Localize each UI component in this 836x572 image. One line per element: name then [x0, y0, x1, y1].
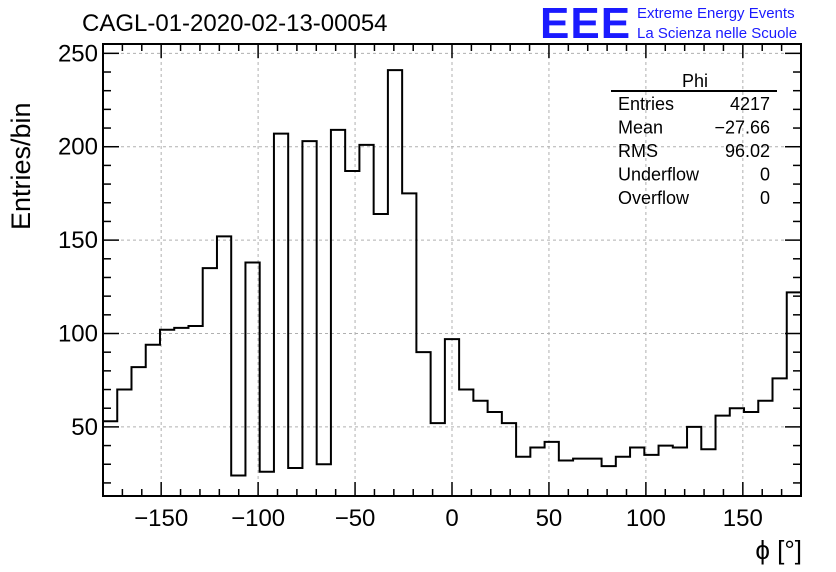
x-tick-label: −100 — [231, 505, 285, 532]
y-tick-label: 150 — [58, 227, 98, 254]
x-tick-label: 150 — [723, 505, 763, 532]
y-tick-label: 200 — [58, 134, 98, 161]
stats-row-label: RMS — [618, 141, 658, 161]
logo-caption-line1: Extreme Energy Events — [637, 5, 795, 22]
x-tick-label: −150 — [134, 505, 188, 532]
y-tick-label: 50 — [71, 414, 98, 441]
chart-title: CAGL-01-2020-02-13-00054 — [82, 10, 388, 37]
x-tick-label: 0 — [445, 505, 458, 532]
stats-row-value: 0 — [760, 188, 770, 208]
x-axis-label: ϕ [°] — [755, 535, 802, 565]
stats-row-value: 4217 — [730, 94, 770, 114]
stats-row-value: −27.66 — [714, 118, 770, 138]
stats-row-label: Entries — [618, 94, 674, 114]
stats-row-label: Mean — [618, 118, 663, 138]
y-tick-label: 100 — [58, 321, 98, 348]
x-tick-label: −50 — [335, 505, 376, 532]
logo-caption: Extreme Energy Events La Scienza nelle S… — [637, 4, 797, 44]
y-tick-label: 250 — [58, 40, 98, 67]
x-tick-label: 50 — [536, 505, 563, 532]
histogram-series — [103, 69, 801, 477]
stats-row-value: 0 — [760, 165, 770, 185]
x-tick-label: 100 — [626, 505, 666, 532]
stats-box-title: Phi — [682, 71, 708, 91]
stats-row-label: Overflow — [618, 188, 690, 208]
stats-row-value: 96.02 — [725, 141, 770, 161]
stats-row-label: Underflow — [618, 165, 700, 185]
logo-caption-line2: La Scienza nelle Scuole — [637, 25, 798, 42]
eee-logo: EEE — [540, 0, 632, 48]
